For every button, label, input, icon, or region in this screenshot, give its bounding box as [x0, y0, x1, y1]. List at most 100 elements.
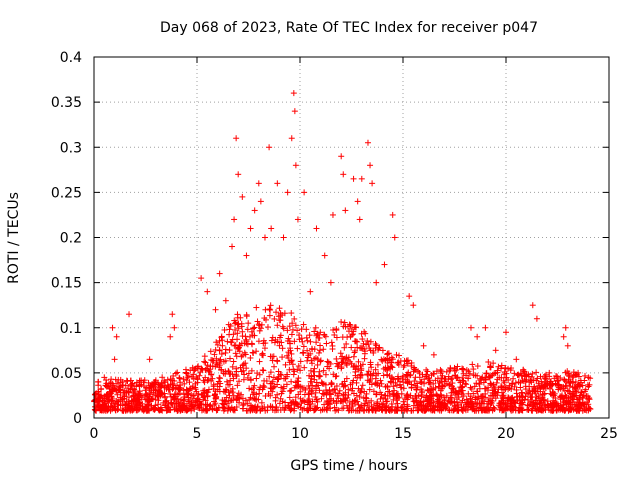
data-point: [400, 398, 407, 405]
data-point: [108, 376, 115, 383]
data-point: [511, 399, 518, 406]
data-point: [252, 407, 259, 414]
data-point: [328, 381, 335, 388]
data-point: [440, 394, 447, 401]
data-point: [395, 359, 402, 366]
data-point: [358, 175, 365, 182]
data-point: [157, 391, 164, 398]
data-point: [256, 371, 263, 378]
data-point: [495, 363, 502, 370]
data-point: [250, 385, 257, 392]
data-point: [312, 393, 319, 400]
data-point: [421, 380, 428, 387]
data-point: [333, 355, 340, 362]
data-point: [525, 371, 532, 378]
data-point: [306, 396, 313, 403]
data-point: [262, 316, 269, 323]
data-point: [419, 388, 426, 395]
data-point: [240, 400, 247, 407]
data-point: [435, 383, 442, 390]
data-point: [379, 404, 386, 411]
data-point: [173, 406, 180, 413]
data-point: [361, 388, 368, 395]
y-axis-label: ROTI / TECUs: [6, 192, 22, 284]
axis-ticks: [93, 56, 610, 419]
y-tick-label: 0.3: [60, 140, 82, 156]
data-point: [557, 396, 564, 403]
data-point: [255, 321, 262, 328]
data-point: [583, 405, 590, 412]
data-point: [303, 326, 310, 333]
data-point: [458, 404, 465, 411]
data-point: [316, 387, 323, 394]
data-point: [249, 349, 256, 356]
data-point: [125, 389, 132, 396]
data-point: [280, 234, 287, 241]
data-point: [276, 305, 283, 312]
data-point: [561, 377, 568, 384]
data-point: [167, 333, 174, 340]
data-point: [244, 341, 251, 348]
data-point: [492, 347, 499, 354]
data-point: [565, 371, 572, 378]
data-point: [256, 390, 263, 397]
data-point: [327, 405, 334, 412]
data-point: [301, 391, 308, 398]
data-point: [373, 391, 380, 398]
data-point: [408, 359, 415, 366]
x-axis-label: GPS time / hours: [290, 458, 407, 474]
data-point: [373, 342, 380, 349]
data-point: [306, 332, 313, 339]
data-point: [384, 384, 391, 391]
data-point: [299, 406, 306, 413]
data-point: [338, 365, 345, 372]
data-point: [333, 400, 340, 407]
data-point: [312, 406, 319, 413]
data-point: [181, 380, 188, 387]
data-point: [288, 310, 295, 317]
data-point: [185, 373, 192, 380]
data-point: [257, 198, 264, 205]
data-point: [348, 401, 355, 408]
data-point: [106, 380, 113, 387]
data-point: [389, 356, 396, 363]
data-point: [268, 385, 275, 392]
data-point: [219, 337, 226, 344]
data-point: [312, 324, 319, 331]
data-point: [239, 395, 246, 402]
data-point: [266, 373, 273, 380]
data-point: [342, 207, 349, 214]
data-point: [427, 405, 434, 412]
data-point: [218, 367, 225, 374]
data-point: [400, 385, 407, 392]
data-point: [124, 378, 131, 385]
data-point: [345, 354, 352, 361]
data-point: [566, 383, 573, 390]
data-point: [275, 376, 282, 383]
data-point: [109, 384, 116, 391]
data-point: [251, 389, 258, 396]
data-point: [274, 180, 281, 187]
data-point: [279, 354, 286, 361]
data-point: [218, 351, 225, 358]
y-tick-label: 0.4: [60, 50, 82, 66]
data-point: [576, 383, 583, 390]
data-point: [246, 396, 253, 403]
data-point: [564, 368, 571, 375]
data-point: [400, 379, 407, 386]
data-point: [341, 344, 348, 351]
data-point: [474, 333, 481, 340]
data-point: [274, 338, 281, 345]
data-point: [310, 368, 317, 375]
data-point: [398, 404, 405, 411]
data-point: [303, 334, 310, 341]
data-point: [267, 306, 274, 313]
data-point: [182, 369, 189, 376]
data-point: [337, 350, 344, 357]
data-point: [498, 383, 505, 390]
data-point: [368, 364, 375, 371]
data-point: [480, 379, 487, 386]
data-point: [368, 406, 375, 413]
data-point: [507, 400, 514, 407]
data-point: [569, 399, 576, 406]
